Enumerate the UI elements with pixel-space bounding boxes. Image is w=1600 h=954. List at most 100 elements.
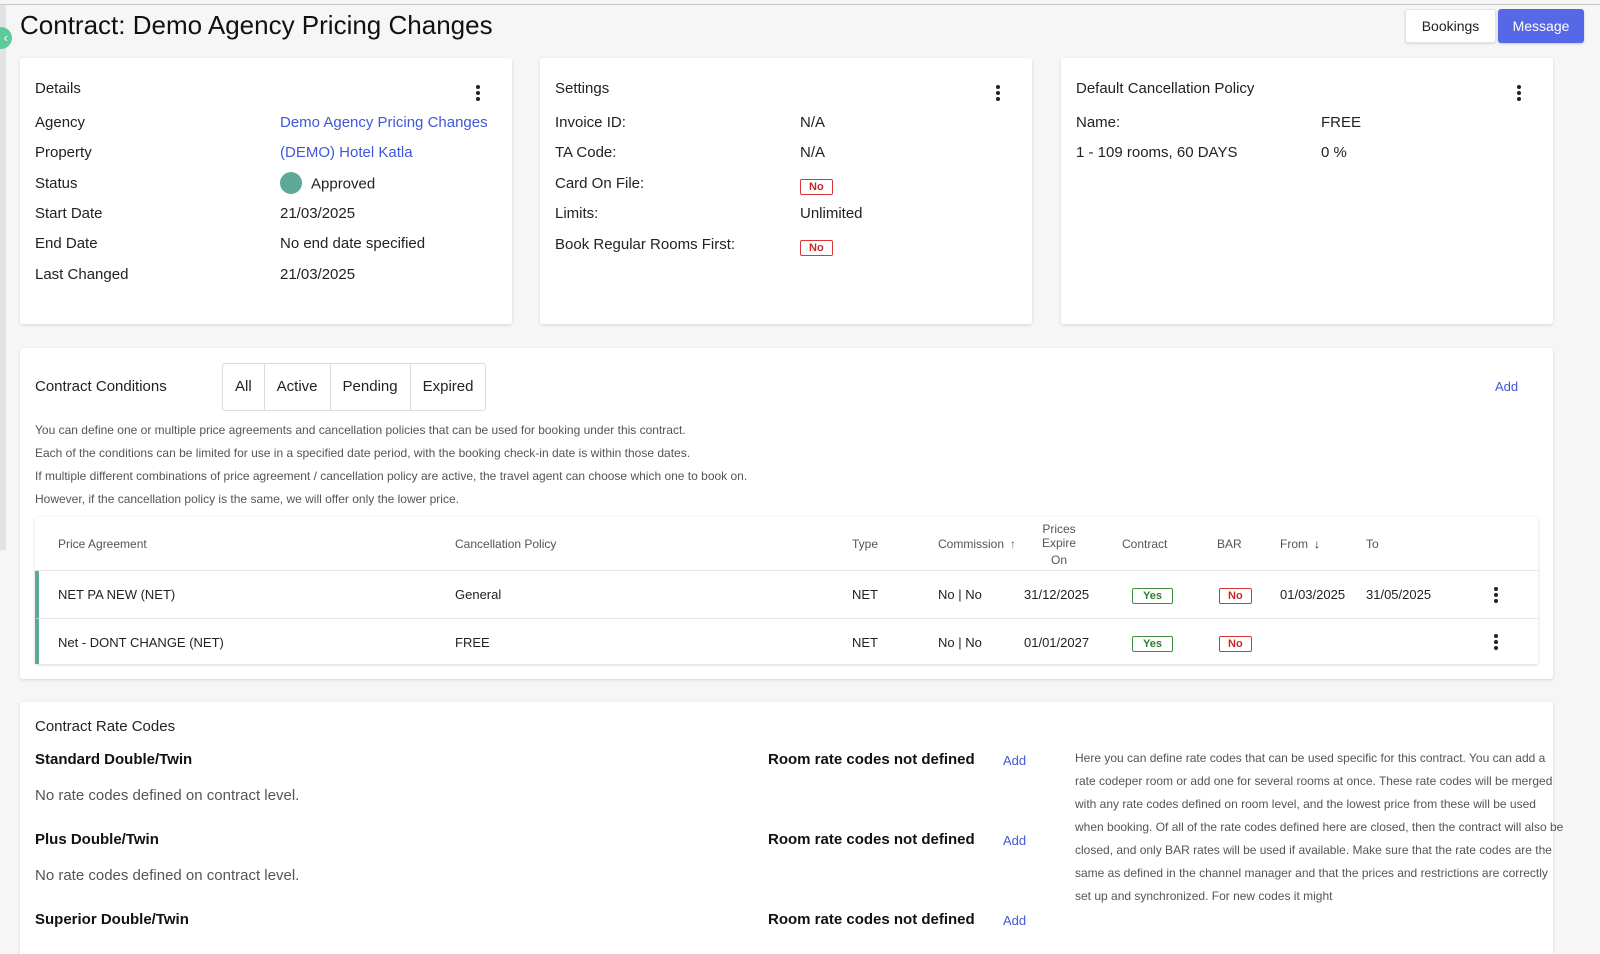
tab-expired[interactable]: Expired bbox=[422, 378, 474, 395]
end-date-value: No end date specified bbox=[280, 235, 426, 252]
card-on-file-row: Card On File: No bbox=[555, 175, 1035, 197]
policy-rule-value: 0 % bbox=[1321, 144, 1347, 161]
conditions-table: Price Agreement Cancellation Policy Type… bbox=[35, 517, 1538, 664]
details-title: Details bbox=[35, 80, 81, 97]
limits-label: Limits: bbox=[555, 205, 599, 222]
row-price-agreement: Net - DONT CHANGE (NET) bbox=[58, 635, 224, 650]
start-date-row: Start Date 21/03/2025 bbox=[35, 205, 515, 227]
policy-name-row: Name: FREE bbox=[1076, 114, 1556, 136]
room-name-standard: Standard Double/Twin bbox=[35, 751, 193, 768]
settings-title: Settings bbox=[555, 80, 610, 97]
top-divider bbox=[0, 4, 1600, 5]
last-changed-label: Last Changed bbox=[35, 266, 129, 283]
ta-code-row: TA Code: N/A bbox=[555, 144, 1035, 166]
row-more-icon[interactable] bbox=[1491, 634, 1501, 652]
room-empty-plus: No rate codes defined on contract level. bbox=[35, 867, 300, 884]
sort-up-icon[interactable]: ↑ bbox=[1010, 537, 1017, 551]
row-cancellation-policy: FREE bbox=[455, 635, 490, 650]
limits-row: Limits: Unlimited bbox=[555, 205, 1035, 227]
row-more-icon[interactable] bbox=[1491, 587, 1501, 605]
start-date-value: 21/03/2025 bbox=[280, 205, 356, 222]
row-to: 31/05/2025 bbox=[1366, 587, 1432, 602]
conditions-tabs: All Active Pending Expired bbox=[222, 363, 487, 411]
col-price-agreement: Price Agreement bbox=[58, 537, 147, 551]
policy-rule-label: 1 - 109 rooms, 60 DAYS bbox=[1076, 144, 1238, 161]
settings-more-icon[interactable] bbox=[993, 85, 1003, 103]
tab-all[interactable]: All bbox=[223, 364, 265, 410]
col-prices-expire: Prices Expire On bbox=[1024, 517, 1094, 571]
rate-codes-title: Contract Rate Codes bbox=[35, 718, 176, 735]
ta-code-value: N/A bbox=[800, 144, 826, 161]
cancellation-card: Default Cancellation Policy Name: FREE 1… bbox=[1061, 58, 1553, 324]
col-commission[interactable]: Commission ↑ bbox=[938, 517, 1016, 571]
row-cancellation-policy: General bbox=[455, 587, 502, 602]
add-rate-code-plus[interactable]: Add bbox=[1003, 833, 1027, 848]
col-contract: Contract bbox=[1122, 537, 1168, 551]
status-value: Approved bbox=[311, 175, 376, 193]
card-on-file-label: Card On File: bbox=[555, 175, 645, 192]
bookings-button[interactable]: Bookings bbox=[1405, 9, 1496, 43]
col-from[interactable]: From ↓ bbox=[1280, 517, 1320, 571]
end-date-row: End Date No end date specified bbox=[35, 235, 515, 257]
regular-rooms-label: Book Regular Rooms First: bbox=[555, 236, 736, 253]
add-rate-code-superior[interactable]: Add bbox=[1003, 913, 1027, 928]
back-arrow-icon[interactable]: ‹ bbox=[0, 27, 12, 49]
rate-codes-card: Contract Rate Codes Standard Double/Twin… bbox=[20, 702, 1563, 954]
col-type: Type bbox=[852, 537, 879, 551]
add-rate-code-standard[interactable]: Add bbox=[1003, 753, 1027, 768]
tab-pending[interactable]: Pending bbox=[331, 364, 411, 410]
col-cancellation-policy: Cancellation Policy bbox=[455, 537, 557, 551]
col-to: To bbox=[1366, 537, 1379, 551]
cancellation-more-icon[interactable] bbox=[1514, 85, 1524, 103]
conditions-card: Contract Conditions All Active Pending E… bbox=[20, 348, 1553, 679]
row-type: NET bbox=[852, 587, 878, 602]
details-card: Details Agency Demo Agency Pricing Chang… bbox=[20, 58, 512, 324]
table-header: Price Agreement Cancellation Policy Type… bbox=[35, 517, 1538, 571]
left-scroll-rail bbox=[0, 5, 6, 550]
table-row[interactable]: NET PA NEW (NET) General NET No | No 31/… bbox=[35, 571, 1538, 618]
row-bar-badge: No bbox=[1219, 588, 1252, 604]
card-on-file-badge: No bbox=[800, 179, 833, 195]
last-changed-value: 21/03/2025 bbox=[280, 266, 356, 283]
invoice-row: Invoice ID: N/A bbox=[555, 114, 1035, 136]
agency-link[interactable]: Demo Agency Pricing Changes bbox=[280, 114, 488, 131]
rate-codes-help-text: Here you can define rate codes that can … bbox=[1075, 751, 1564, 903]
sort-down-icon[interactable]: ↓ bbox=[1314, 537, 1320, 551]
cancellation-title: Default Cancellation Policy bbox=[1076, 80, 1255, 97]
conditions-desc-2: Each of the conditions can be limited fo… bbox=[35, 446, 691, 460]
row-contract-badge: Yes bbox=[1132, 636, 1173, 652]
room-status-standard: Room rate codes not defined bbox=[768, 751, 975, 768]
conditions-desc-4: However, if the cancellation policy is t… bbox=[35, 492, 459, 506]
conditions-desc-1: You can define one or multiple price agr… bbox=[35, 423, 686, 437]
policy-name-value: FREE bbox=[1321, 114, 1362, 131]
regular-rooms-badge: No bbox=[800, 240, 833, 256]
invoice-value: N/A bbox=[800, 114, 826, 131]
tab-active[interactable]: Active bbox=[265, 364, 331, 410]
col-from-label: From bbox=[1280, 537, 1308, 551]
start-date-label: Start Date bbox=[35, 205, 103, 222]
room-status-plus: Room rate codes not defined bbox=[768, 831, 975, 848]
property-link[interactable]: (DEMO) Hotel Katla bbox=[280, 144, 413, 161]
room-status-superior: Room rate codes not defined bbox=[768, 911, 975, 928]
conditions-title: Contract Conditions bbox=[35, 378, 167, 395]
row-prices-expire: 31/12/2025 bbox=[1024, 587, 1090, 602]
limits-value: Unlimited bbox=[800, 205, 863, 222]
table-row[interactable]: Net - DONT CHANGE (NET) FREE NET No | No… bbox=[35, 618, 1538, 664]
room-name-superior: Superior Double/Twin bbox=[35, 911, 189, 928]
message-button[interactable]: Message bbox=[1498, 9, 1584, 43]
add-condition-button[interactable]: Add bbox=[1495, 379, 1519, 394]
row-type: NET bbox=[852, 635, 878, 650]
property-row: Property (DEMO) Hotel Katla bbox=[35, 144, 515, 166]
room-name-plus: Plus Double/Twin bbox=[35, 831, 159, 848]
row-price-agreement: NET PA NEW (NET) bbox=[58, 587, 176, 602]
details-more-icon[interactable] bbox=[473, 85, 483, 103]
col-prices-expire-line1: Prices Expire bbox=[1041, 521, 1076, 550]
ta-code-label: TA Code: bbox=[555, 144, 617, 161]
agency-label: Agency bbox=[35, 114, 86, 131]
regular-rooms-row: Book Regular Rooms First: No bbox=[555, 236, 1035, 258]
row-prices-expire: 01/01/2027 bbox=[1024, 635, 1090, 650]
last-changed-row: Last Changed 21/03/2025 bbox=[35, 266, 515, 288]
col-commission-label: Commission bbox=[938, 537, 1005, 551]
room-empty-standard: No rate codes defined on contract level. bbox=[35, 787, 300, 804]
settings-card: Settings Invoice ID: N/A TA Code: N/A Ca… bbox=[540, 58, 1032, 324]
